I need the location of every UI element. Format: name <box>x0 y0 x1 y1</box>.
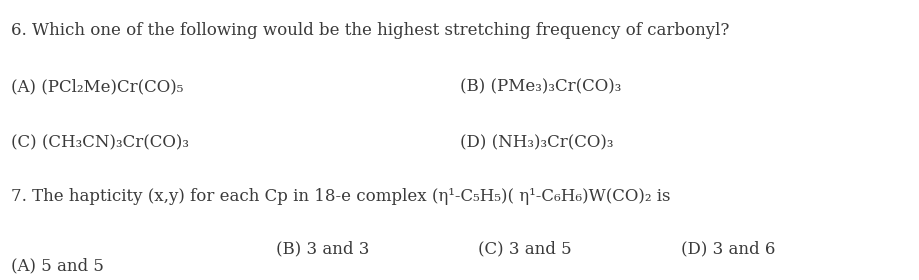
Text: (D) 3 and 6: (D) 3 and 6 <box>680 241 775 258</box>
Text: (A) 5 and 5: (A) 5 and 5 <box>11 257 104 274</box>
Text: (C) 3 and 5: (C) 3 and 5 <box>478 241 572 258</box>
Text: 7. The hapticity (x,y) for each Cp in 18-e complex (η¹-C₅H₅)( η¹-C₆H₆)W(CO)₂ is: 7. The hapticity (x,y) for each Cp in 18… <box>11 188 670 205</box>
Text: 6. Which one of the following would be the highest stretching frequency of carbo: 6. Which one of the following would be t… <box>11 22 729 39</box>
Text: (C) (CH₃CN)₃Cr(CO)₃: (C) (CH₃CN)₃Cr(CO)₃ <box>11 134 188 151</box>
Text: (A) (PCl₂Me)Cr(CO)₅: (A) (PCl₂Me)Cr(CO)₅ <box>11 78 183 95</box>
Text: (B) 3 and 3: (B) 3 and 3 <box>276 241 369 258</box>
Text: (D) (NH₃)₃Cr(CO)₃: (D) (NH₃)₃Cr(CO)₃ <box>460 134 613 151</box>
Text: (B) (PMe₃)₃Cr(CO)₃: (B) (PMe₃)₃Cr(CO)₃ <box>460 78 620 95</box>
